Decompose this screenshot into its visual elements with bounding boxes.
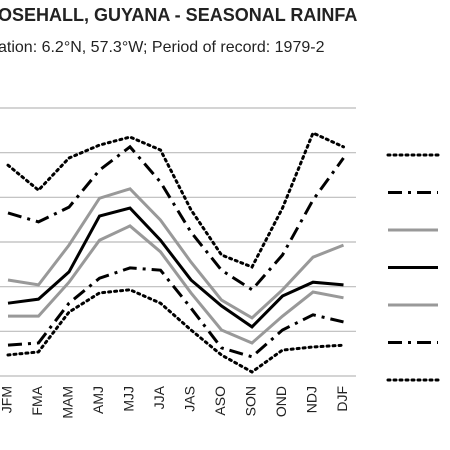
x-tick-label: AMJ [90,386,106,414]
series-line [7,144,345,292]
x-tick-label: MAM [60,386,76,419]
x-tick-label: DJF [334,386,350,412]
series-line [7,206,344,329]
series-line [8,224,344,345]
x-tick-label: ASO [212,386,228,416]
series-line [6,288,345,374]
series-line [6,131,345,269]
series-line [7,266,344,359]
x-tick-label: JFM [0,386,15,413]
x-tick-label: NDJ [304,386,320,413]
x-tick-label: FMA [29,385,45,415]
x-tick-label: JAS [182,386,198,412]
x-tick-label: MJJ [121,386,137,412]
x-tick-label: SON [243,386,259,416]
x-tick-label: OND [273,386,289,417]
series-line [7,187,345,320]
chart-title: OSEHALL, GUYANA - SEASONAL RAINFA [0,5,357,25]
x-tick-label: JJA [151,385,167,409]
chart-subtitle: ation: 6.2°N, 57.3°W; Period of record: … [0,39,325,56]
